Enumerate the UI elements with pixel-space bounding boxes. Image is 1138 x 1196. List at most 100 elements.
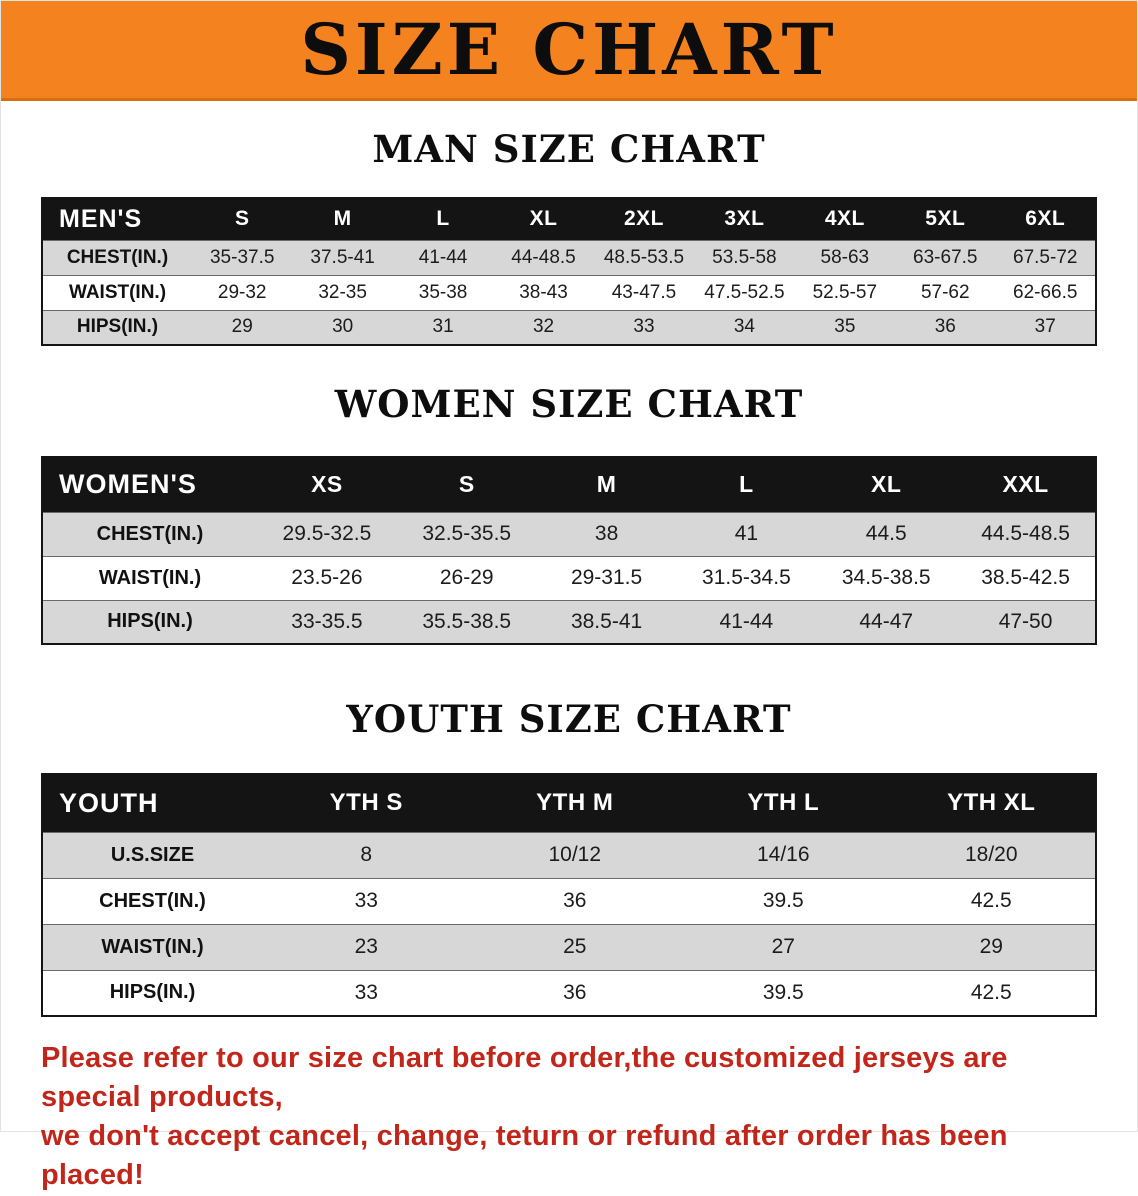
size-value-cell: 36 [895,309,996,345]
table-title-cell: WOMEN'S [59,469,197,500]
size-value-cell: 39.5 [679,969,888,1016]
row-label: WAIST(IN.) [42,555,257,600]
size-header-cell: 3XL [724,207,765,231]
size-value-cell: 25 [470,923,679,970]
row-label: HIPS(IN.) [42,599,257,644]
size-header-cell: YTH XL [947,789,1036,817]
size-value-cell: 38-43 [493,274,594,310]
size-value-cell: 32 [493,309,594,345]
banner: SIZE CHART [1,1,1137,101]
size-header-cell: S [234,207,250,231]
size-value-cell: 57-62 [895,274,996,310]
size-header-cell: YTH S [329,789,403,817]
youth-table-wrap: YOUTH YTH S YTH M YTH L YTH XL U.S.SIZE 8 10/12… [1,773,1137,1017]
row-label: HIPS(IN.) [42,969,262,1016]
table-row: WAIST(IN.) 29-32 32-35 35-38 38-43 43-47.5 47.… [42,274,1096,310]
size-value-cell: 35.5-38.5 [396,599,537,644]
table-row: WAIST(IN.) 23.5-26 26-29 29-31.5 31.5-34.5 34… [42,555,1096,600]
size-value-cell: 29 [887,923,1096,970]
men-size-table: MEN'S S M L XL 2XL 3XL 4XL 5XL 6XL CHEST(IN.) 35-37… [41,197,1097,346]
row-label: CHEST(IN.) [42,877,262,924]
table-row: CHEST(IN.) 33 36 39.5 42.5 [42,877,1096,924]
size-value-cell: 31 [392,309,494,345]
youth-size-table: YOUTH YTH S YTH M YTH L YTH XL U.S.SIZE 8 10/12… [41,773,1097,1017]
men-section-heading: MAN SIZE CHART [372,127,766,171]
disclaimer-line-1: Please refer to our size chart before or… [41,1042,1008,1114]
row-label: WAIST(IN.) [42,274,192,310]
women-size-table: WOMEN'S XS S M L XL XXL CHEST(IN.) 29.5-32.5 32.5… [41,456,1097,645]
table-title-cell: YOUTH [59,787,159,818]
size-value-cell: 35 [794,309,896,345]
size-value-cell: 44.5 [816,511,957,556]
size-value-cell: 44.5-48.5 [956,511,1096,556]
size-value-cell: 33-35.5 [257,599,397,644]
size-value-cell: 27 [679,923,888,970]
men-size-section: MAN SIZE CHART MEN'S S M L XL 2XL 3XL 4XL 5XL 6XL… [1,127,1137,346]
table-row: CHEST(IN.) 29.5-32.5 32.5-35.5 38 41 44.5 44.5… [42,511,1096,556]
banner-title: SIZE CHART [300,7,838,91]
size-header-cell: XL [529,207,558,231]
size-value-cell: 42.5 [887,969,1096,1016]
table-row: HIPS(IN.) 33-35.5 35.5-38.5 38.5-41 41-44 44-… [42,599,1096,644]
men-table-wrap: MEN'S S M L XL 2XL 3XL 4XL 5XL 6XL CHEST(IN.) 35-37… [1,197,1137,346]
table-header-row: MEN'S S M L XL 2XL 3XL 4XL 5XL 6XL [42,198,1096,240]
size-header-cell: 5XL [925,207,966,231]
size-value-cell: 37 [995,309,1096,345]
size-value-cell: 31.5-34.5 [676,555,817,600]
size-value-cell: 23.5-26 [257,555,397,600]
table-title-cell: MEN'S [59,204,143,233]
size-value-cell: 67.5-72 [995,239,1096,275]
size-header-cell: XXL [1002,471,1049,498]
size-value-cell: 47.5-52.5 [694,274,795,310]
size-header-cell: XL [871,471,902,498]
size-value-cell: 34 [694,309,795,345]
size-value-cell: 38 [536,511,677,556]
size-header-cell: 6XL [1025,207,1066,231]
row-label: CHEST(IN.) [42,511,257,556]
size-value-cell: 43-47.5 [593,274,695,310]
size-value-cell: 10/12 [470,831,679,878]
women-table-wrap: WOMEN'S XS S M L XL XXL CHEST(IN.) 29.5-32.5 32.5… [1,456,1137,645]
youth-section-heading: YOUTH SIZE CHART [346,697,792,741]
row-label: CHEST(IN.) [42,239,192,275]
size-value-cell: 32-35 [292,274,393,310]
disclaimer-line-2: we don't accept cancel, change, teturn o… [41,1120,1008,1192]
size-header-cell: L [739,471,754,498]
table-row: U.S.SIZE 8 10/12 14/16 18/20 [42,831,1096,878]
size-value-cell: 48.5-53.5 [593,239,695,275]
table-header-row: YOUTH YTH S YTH M YTH L YTH XL [42,774,1096,832]
size-value-cell: 33 [593,309,695,345]
size-header-cell: 2XL [623,207,664,231]
row-label: U.S.SIZE [42,831,262,878]
size-value-cell: 63-67.5 [895,239,996,275]
size-value-cell: 14/16 [679,831,888,878]
disclaimer: Please refer to our size chart before or… [1,1039,1137,1196]
size-header-cell: XS [311,471,343,498]
size-value-cell: 52.5-57 [794,274,896,310]
size-header-cell: M [333,207,352,231]
size-value-cell: 26-29 [396,555,537,600]
size-value-cell: 41-44 [392,239,494,275]
women-section-heading: WOMEN SIZE CHART [334,382,804,426]
size-value-cell: 41-44 [676,599,817,644]
size-header-cell: YTH L [747,789,820,817]
table-header-row: WOMEN'S XS S M L XL XXL [42,457,1096,512]
size-value-cell: 29.5-32.5 [257,511,397,556]
size-value-cell: 34.5-38.5 [816,555,957,600]
size-value-cell: 33 [262,877,471,924]
size-value-cell: 30 [292,309,393,345]
row-label: HIPS(IN.) [42,309,192,345]
size-value-cell: 35-38 [392,274,494,310]
table-row: HIPS(IN.) 33 36 39.5 42.5 [42,969,1096,1016]
size-value-cell: 29-31.5 [536,555,677,600]
size-value-cell: 35-37.5 [192,239,293,275]
size-header-cell: 4XL [824,207,865,231]
size-header-cell: M [596,471,617,498]
size-value-cell: 37.5-41 [292,239,393,275]
size-value-cell: 38.5-41 [536,599,677,644]
size-value-cell: 44-47 [816,599,957,644]
size-value-cell: 42.5 [887,877,1096,924]
table-row: CHEST(IN.) 35-37.5 37.5-41 41-44 44-48.5 48.5… [42,239,1096,275]
size-header-cell: L [436,207,450,231]
